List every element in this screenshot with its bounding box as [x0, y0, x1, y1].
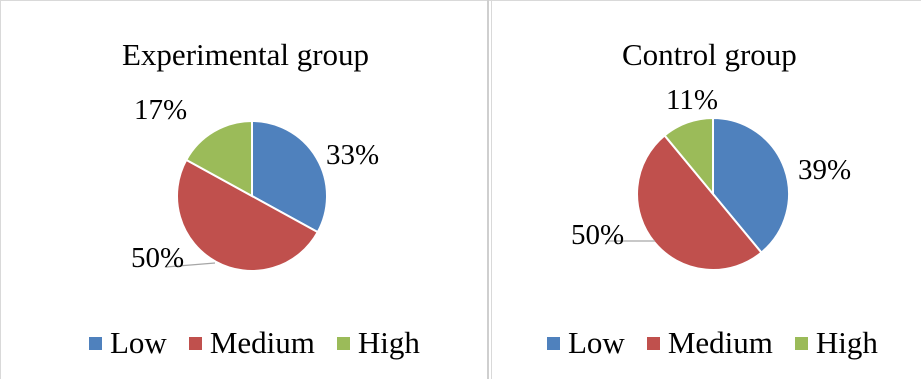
legend-swatch-high — [794, 336, 808, 350]
chart-title: Experimental group — [122, 37, 370, 72]
legend-swatch-medium — [646, 336, 660, 350]
pie-slice-high — [663, 116, 714, 197]
legend-label-low: Low — [110, 325, 167, 360]
data-label-low: 39% — [798, 154, 851, 186]
legend-swatch-low — [547, 336, 560, 350]
pie-slice-high — [184, 119, 253, 198]
legend-item-medium: Medium — [188, 325, 315, 361]
legend: Low Medium High — [547, 325, 878, 361]
pie-chart-control: 39% 50% 11% — [571, 84, 851, 271]
chart-title: Control group — [622, 37, 797, 72]
legend-label-high: High — [815, 325, 878, 360]
pie-chart-experimental: 33% 50% 17% — [131, 94, 379, 274]
legend-item-low: Low — [547, 325, 625, 361]
legend-item-low: Low — [89, 325, 167, 361]
data-label-low: 33% — [326, 139, 379, 171]
legend-item-medium: Medium — [646, 325, 773, 361]
panel-divider — [487, 0, 489, 379]
control-group-chart: Control group 39% 50% 11% Low Medium High — [491, 0, 921, 379]
data-label-high: 11% — [666, 84, 718, 116]
legend-label-low: Low — [568, 325, 625, 360]
data-label-high: 17% — [134, 94, 187, 126]
legend-item-high: High — [794, 325, 878, 361]
pie-slice-low — [712, 116, 790, 254]
legend-swatch-low — [89, 336, 102, 350]
legend-label-high: High — [357, 325, 420, 360]
experimental-group-chart: Experimental group 33% 50% 17% Low Medium … — [0, 0, 491, 379]
data-label-medium: 50% — [131, 242, 184, 274]
data-label-medium: 50% — [571, 219, 624, 251]
pie-slice-low — [251, 119, 328, 234]
legend: Low Medium High — [89, 325, 420, 361]
legend-label-medium: Medium — [209, 325, 315, 360]
pie-slice-medium — [636, 134, 763, 271]
legend-label-medium: Medium — [667, 325, 773, 360]
legend-item-high: High — [336, 325, 420, 361]
legend-swatch-high — [336, 336, 350, 350]
pie-slice-medium — [176, 158, 320, 272]
legend-swatch-medium — [188, 336, 202, 350]
leader-line — [165, 262, 216, 268]
